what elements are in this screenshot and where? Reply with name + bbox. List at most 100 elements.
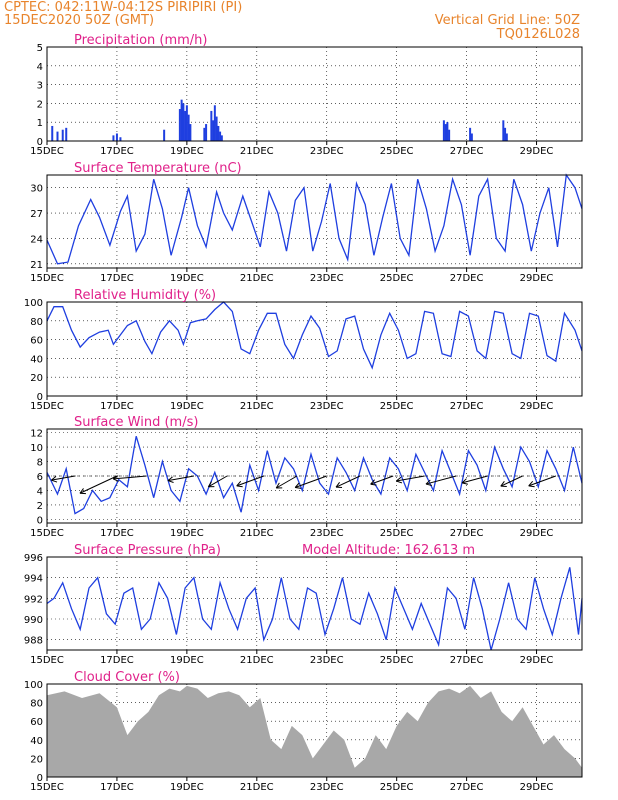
series-line	[46, 173, 583, 265]
y-tick-label: 990	[24, 615, 43, 626]
panel-frame	[46, 556, 583, 651]
x-tick-label: 29DEC	[520, 273, 554, 284]
y-tick-label: 100	[24, 298, 43, 309]
wind-arrow-shaft	[275, 475, 298, 489]
wind-arrow-head	[207, 481, 212, 488]
precip-bar	[56, 131, 59, 141]
panel-frame	[46, 301, 583, 397]
x-tick-label: 15DEC	[30, 401, 64, 412]
y-tick-label: 20	[30, 754, 43, 765]
wind-arrow	[112, 475, 147, 482]
x-tick-label: 21DEC	[240, 782, 274, 793]
precip-bar	[219, 131, 222, 141]
precip-bar	[446, 122, 449, 141]
precip-bar	[212, 120, 215, 141]
x-tick-label: 19DEC	[170, 401, 204, 412]
wind-arrow-head	[236, 485, 243, 488]
panel-6: 0 20 40 60 80 100 15DEC 17DEC 19DEC 21DEC 23DEC 25D…	[24, 670, 583, 793]
wind-arrow	[167, 475, 194, 483]
precip-bar	[444, 124, 447, 141]
wind-arrow	[425, 475, 457, 486]
panel-4: 0 2 4 6 8 10 12 15DEC 17DEC 19DEC 21DEC 23DEC 25DEC 2…	[30, 415, 583, 539]
series-line	[46, 436, 583, 515]
precip-bar	[184, 110, 187, 141]
wind-arrow-head	[461, 478, 467, 484]
y-tick-label: 0	[37, 392, 43, 403]
wind-arrow-shaft	[461, 475, 488, 484]
wind-arrow-head	[370, 483, 377, 486]
wind-arrow-head	[425, 483, 432, 486]
precip-bar	[502, 120, 505, 141]
wind-arrow-head	[275, 482, 280, 489]
x-tick-label: 29DEC	[520, 528, 554, 539]
x-tick-label: 25DEC	[380, 146, 414, 157]
wind-arrow-head	[79, 488, 84, 494]
panel-2: 21 24 27 30 15DEC 17DEC 19DEC 21DEC 23DEC 25DEC 27…	[30, 161, 583, 284]
wind-arrow-shaft	[370, 475, 394, 485]
y-tick-label: 3	[37, 81, 43, 92]
x-tick-label: 21DEC	[240, 655, 274, 666]
x-tick-label: 17DEC	[100, 401, 134, 412]
y-tick-label: 6	[37, 472, 43, 483]
precip-bar	[213, 105, 216, 141]
x-tick-label: 15DEC	[30, 528, 64, 539]
panel-title: Surface Temperature (nC)	[74, 161, 242, 176]
x-tick-label: 25DEC	[380, 655, 414, 666]
wind-arrow-head	[294, 482, 300, 488]
x-tick-label: 25DEC	[380, 401, 414, 412]
panel-5: 988 990 992 994 996 15DEC 17DEC 19DEC 21DEC 23DEC…	[24, 543, 583, 666]
wind-arrow-head	[461, 482, 469, 485]
x-tick-label: 21DEC	[240, 273, 274, 284]
precip-bar	[112, 135, 115, 141]
y-tick-label: 24	[30, 234, 43, 245]
y-tick-label: 60	[30, 717, 43, 728]
wind-arrow	[207, 475, 228, 488]
x-tick-label: 27DEC	[450, 273, 484, 284]
wind-arrow-head	[425, 479, 431, 485]
x-tick-label: 23DEC	[310, 528, 344, 539]
cloud-area	[47, 685, 582, 777]
precip-bar	[505, 133, 508, 141]
y-tick-label: 988	[24, 636, 43, 647]
y-tick-label: 10	[30, 443, 43, 454]
x-tick-label: 23DEC	[310, 782, 344, 793]
precip-bar	[220, 135, 223, 141]
precip-bar	[51, 125, 54, 141]
wind-arrow	[370, 475, 394, 486]
y-tick-label: 27	[30, 209, 43, 220]
precip-bar	[65, 127, 68, 141]
x-tick-label: 25DEC	[380, 528, 414, 539]
precip-bar	[442, 120, 445, 141]
model-id: TQ0126L028	[496, 27, 580, 42]
x-tick-label: 29DEC	[520, 655, 554, 666]
x-tick-label: 21DEC	[240, 401, 274, 412]
wind-arrow-head	[236, 481, 242, 487]
wind-arrow-shaft	[500, 475, 523, 487]
precip-bar	[448, 129, 451, 141]
panel-frame	[46, 46, 583, 142]
precip-bar	[187, 114, 190, 141]
x-tick-label: 27DEC	[450, 146, 484, 157]
x-tick-label: 27DEC	[450, 782, 484, 793]
wind-arrow-head	[500, 481, 505, 487]
panel-title: Precipitation (mm/h)	[74, 33, 207, 48]
wind-arrow-shaft	[294, 475, 327, 488]
panel-3: 0 20 40 60 80 100 15DEC 17DEC 19DEC 21DEC 23DEC 25D…	[24, 288, 583, 412]
wind-arrow-shaft	[79, 475, 118, 494]
wind-arrow-shaft	[335, 475, 361, 488]
precip-bar	[205, 124, 208, 141]
precip-bar	[504, 127, 507, 141]
y-tick-label: 1	[37, 118, 43, 129]
wind-arrow-shaft	[208, 475, 228, 488]
precip-bar	[217, 125, 220, 141]
x-tick-label: 27DEC	[450, 401, 484, 412]
wind-arrow-head	[395, 476, 402, 482]
y-tick-label: 20	[30, 373, 43, 384]
wind-arrow-shaft	[51, 475, 76, 481]
series-line	[46, 567, 583, 651]
x-tick-label: 29DEC	[520, 146, 554, 157]
wind-arrow-head	[335, 482, 340, 488]
wind-arrow	[236, 475, 264, 488]
wind-arrow-shaft	[528, 475, 556, 487]
